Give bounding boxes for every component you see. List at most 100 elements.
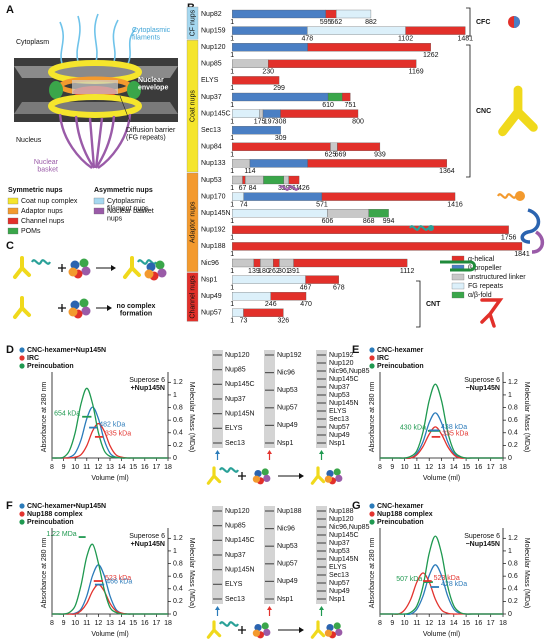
x-tick-label: 11 [83, 620, 90, 627]
residue-number: 595 [320, 19, 332, 26]
band-label: Nup145N [225, 567, 255, 574]
residue-number: 882 [365, 19, 377, 26]
x-tick-label: 14 [118, 620, 126, 627]
legend-swatch [7, 227, 19, 235]
band-label: Nup53 [329, 392, 350, 399]
domain [342, 92, 351, 102]
residue-number: 467 [300, 284, 312, 291]
band-label: Nup57 [277, 561, 298, 568]
x-tick-label: 8 [50, 620, 54, 627]
legend-marker [19, 519, 25, 525]
group-label: Coat nups [189, 90, 196, 122]
panel-label: D [6, 344, 14, 356]
cartoon [520, 208, 541, 244]
residue-number: 1102 [398, 35, 413, 42]
band-label: Nic96 [277, 525, 295, 532]
x-tick-label: 17 [487, 620, 495, 627]
domain [243, 192, 323, 201]
x-tick-label: 18 [164, 620, 172, 627]
x-tick-label: 11 [413, 464, 420, 471]
cartoon [79, 298, 89, 308]
x-tick-label: 11 [83, 464, 90, 471]
residue-number: 625 [325, 152, 337, 159]
protein-name: Nup85 [201, 61, 222, 68]
residue-number: 662 [330, 19, 342, 26]
legend-swatch [93, 197, 105, 205]
residue-number: 1 [230, 19, 234, 26]
x-tick-label: 13 [438, 620, 446, 627]
domain [270, 292, 307, 301]
cartoon [252, 629, 260, 637]
band-label: ELYS [329, 564, 347, 571]
y2-tick-label: 1.2 [173, 535, 183, 542]
residue-number: 1 [230, 85, 234, 92]
cartoon [324, 475, 332, 483]
mass-label: 482 kDa [99, 421, 125, 428]
cartoon [254, 470, 262, 478]
trace [379, 535, 503, 615]
residue-number: 1 [230, 201, 234, 208]
band-label: Nic96,Nup85 [329, 524, 370, 531]
x-tick-label: 14 [118, 464, 126, 471]
mass-label: 335 kDa [442, 431, 468, 438]
domain [293, 258, 408, 268]
domain [242, 175, 246, 185]
y2-tick-label: 0.6 [508, 573, 518, 580]
group-label: Adaptor nups [189, 201, 196, 243]
x-tick-label: 15 [129, 620, 137, 627]
domain [288, 175, 300, 185]
band-label: Nup49 [277, 422, 298, 429]
column-label: Superose 6 [464, 533, 500, 540]
legend-label: CNC-hexamer [377, 503, 424, 510]
cartoon [326, 470, 334, 478]
trace [379, 383, 503, 459]
gel-lane [316, 506, 327, 604]
domain [232, 43, 308, 52]
complex-label: CNT [426, 301, 441, 308]
band-label: Nic96 [277, 369, 295, 376]
residue-number: 1 [230, 118, 234, 125]
band-label: Nup57 [329, 580, 350, 587]
y2-tick-label: 0.4 [508, 430, 518, 437]
domain [232, 142, 331, 151]
residue-number: 1364 [439, 168, 455, 175]
domain [232, 275, 306, 284]
x-tick-label: 17 [153, 464, 161, 471]
legend-marker [369, 363, 375, 369]
x-tick-label: 10 [71, 620, 79, 627]
residue-number: 1 [230, 301, 234, 308]
cartoon [480, 298, 504, 328]
cartoon [238, 472, 246, 480]
residue-number: 1 [230, 284, 234, 291]
cartoon [107, 305, 112, 311]
domain [232, 209, 328, 218]
legend-marker [369, 511, 375, 517]
y2-tick-label: 1.2 [173, 379, 183, 386]
residue-number: 230 [262, 69, 274, 76]
residue-number: 939 [374, 152, 386, 159]
cartoon [13, 296, 31, 319]
condition-label: +Nup145N [131, 541, 165, 548]
cartoon [81, 266, 91, 276]
group-strip [186, 172, 199, 272]
x-tick-label: 8 [378, 620, 382, 627]
band-label: Nsp1 [277, 440, 293, 447]
band-label: Sec13 [225, 440, 245, 447]
cartoon [409, 225, 429, 231]
band-label: Nsp1 [277, 596, 293, 603]
cartoon [70, 260, 80, 270]
x-tick-label: 9 [390, 620, 394, 627]
cartoon [13, 256, 31, 279]
legend-label: CNC-hexamer•Nup145N [27, 347, 106, 354]
legend-marker [369, 503, 375, 509]
residue-number: 678 [333, 284, 345, 291]
x-tick-label: 12 [95, 620, 103, 627]
residue-number: 426 [298, 185, 310, 192]
cartoon [81, 306, 91, 316]
residue-number: 1 [230, 35, 234, 42]
x-axis-label: Volume (ml) [423, 631, 460, 638]
y2-tick-label: 0.4 [508, 586, 518, 593]
legend-title: Symmetric nups [8, 187, 63, 194]
legend-label: α-helical [468, 256, 495, 263]
cartoon [70, 300, 80, 310]
